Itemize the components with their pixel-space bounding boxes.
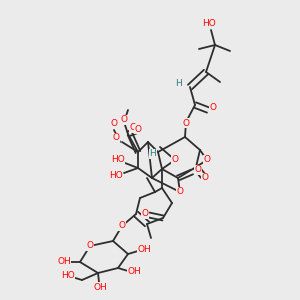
Text: O: O <box>172 155 178 164</box>
Text: O: O <box>142 209 148 218</box>
Text: OH: OH <box>137 245 151 254</box>
Text: O: O <box>203 155 211 164</box>
Text: O: O <box>110 119 118 128</box>
Text: H: H <box>150 149 156 158</box>
Text: OH: OH <box>57 257 71 266</box>
Text: HO: HO <box>202 20 216 28</box>
Text: HO: HO <box>61 272 75 280</box>
Text: HO: HO <box>109 172 123 181</box>
Text: O: O <box>121 116 128 124</box>
Text: HO: HO <box>111 155 125 164</box>
Text: O: O <box>176 188 184 196</box>
Text: H: H <box>175 80 182 88</box>
Text: O: O <box>118 221 125 230</box>
Text: O: O <box>202 173 208 182</box>
Text: OH: OH <box>93 283 107 292</box>
Text: OH: OH <box>127 268 141 277</box>
Text: O: O <box>194 166 202 175</box>
Text: O: O <box>86 242 94 250</box>
Text: O: O <box>130 124 136 133</box>
Text: O: O <box>182 118 190 127</box>
Text: O: O <box>209 103 217 112</box>
Text: O: O <box>112 134 119 142</box>
Text: O: O <box>134 124 142 134</box>
